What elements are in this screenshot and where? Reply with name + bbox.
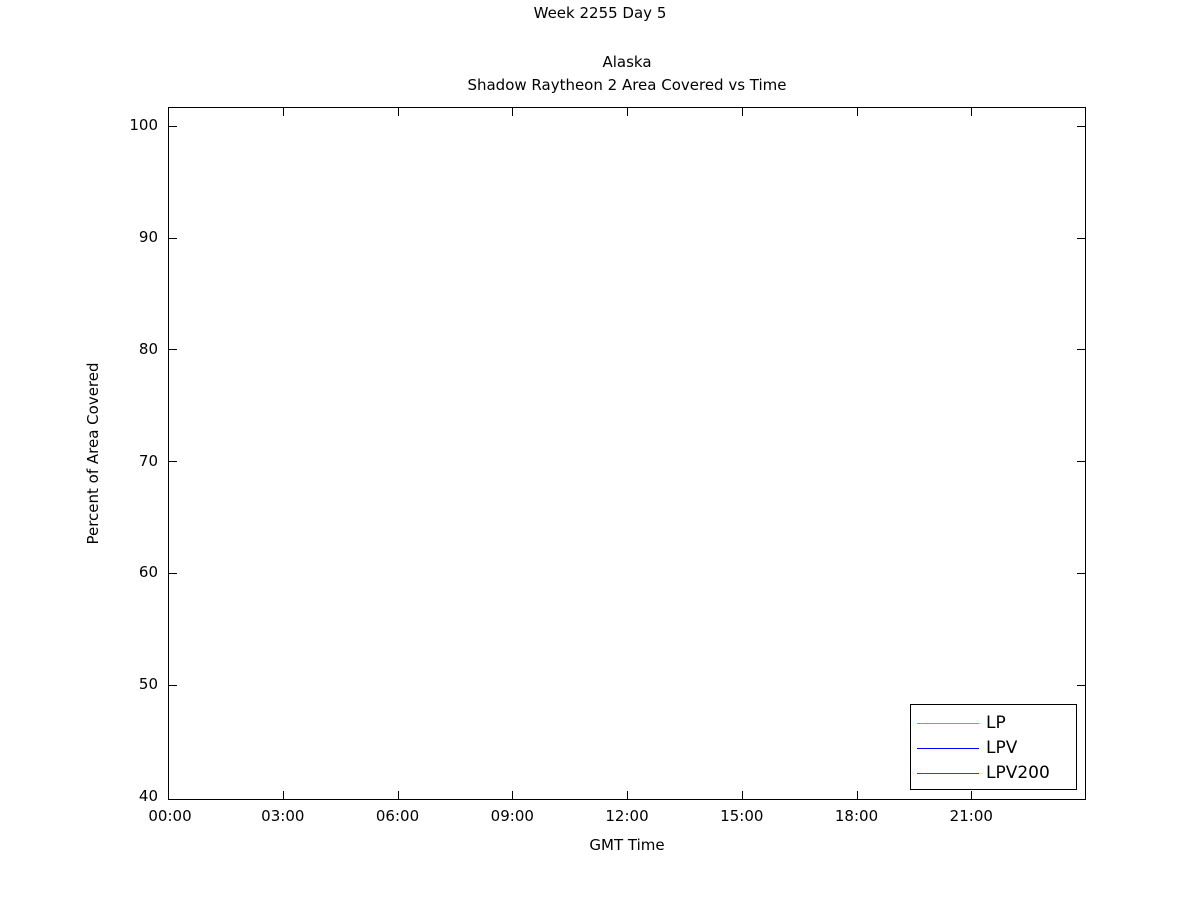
x-tick-mark-1800-top [856,107,858,116]
x-tick-mark-0300-top [282,107,284,116]
y-tick-label-100: 100 [129,116,158,135]
y-tick-mark-50 [168,684,177,686]
plot-area [168,107,1086,800]
x-tick-label-1500: 15:00 [720,807,764,825]
y-tick-mark-70-right [1077,461,1086,463]
legend-item-lpv[interactable]: LPV [911,736,1076,761]
y-tick-mark-90 [168,237,177,239]
x-tick-mark-0900 [512,791,514,800]
x-tick-label-2100: 21:00 [949,807,993,825]
x-tick-mark-2100-top [971,107,973,116]
legend-label-lpv: LPV [986,738,1018,758]
x-tick-mark-0300 [282,791,284,800]
y-tick-mark-70 [168,461,177,463]
chart-title-line-1: Alaska [602,53,652,71]
y-tick-label-70: 70 [138,451,158,470]
y-tick-mark-60 [168,572,177,574]
y-tick-mark-50-right [1077,684,1086,686]
x-tick-mark-1200-top [627,107,628,116]
legend-swatch-lpv [917,748,979,749]
x-tick-mark-1500-top [741,107,743,116]
x-tick-mark-0000 [168,791,169,800]
legend-swatch-lpv200 [917,773,979,774]
plot-data-canvas [169,108,1085,799]
x-tick-mark-1200 [627,791,628,800]
x-tick-label-1800: 18:00 [834,807,879,825]
x-tick-mark-0600 [397,791,399,800]
legend-item-lpv200[interactable]: LPV200 [911,761,1076,786]
y-tick-mark-100 [168,125,177,127]
x-axis-label: GMT Time [589,836,665,854]
x-tick-label-0900: 09:00 [490,807,534,825]
figure-suptitle: Week 2255 Day 5 [533,4,667,22]
y-tick-mark-100-right [1077,125,1086,127]
legend-label-lpv200: LPV200 [986,763,1050,783]
legend-item-lp[interactable]: LP [911,711,1076,736]
legend-label-lp: LP [986,713,1006,733]
y-tick-mark-90-right [1077,237,1086,239]
y-tick-label-50: 50 [138,675,158,694]
x-tick-mark-0600-top [397,107,399,116]
y-tick-label-90: 90 [138,228,158,246]
chart-legend[interactable]: LP LPV LPV200 [910,704,1077,790]
chart-title-line-2: Shadow Raytheon 2 Area Covered vs Time [467,76,787,94]
x-tick-mark-0900-top [512,107,514,116]
y-axis-label: Percent of Area Covered [84,362,102,545]
legend-swatch-lp [917,723,979,724]
x-tick-mark-1500 [741,791,743,800]
y-tick-mark-80 [168,349,177,351]
y-tick-label-60: 60 [138,563,158,582]
chart-title: Alaska Shadow Raytheon 2 Area Covered vs… [168,51,1086,97]
y-tick-label-80: 80 [138,339,158,358]
y-tick-mark-80-right [1077,349,1086,351]
x-tick-label-0000: 00:00 [148,807,192,825]
x-tick-mark-2100 [971,791,973,800]
x-tick-mark-1800 [856,791,858,800]
x-tick-label-0300: 03:00 [261,807,305,825]
x-tick-label-1200: 12:00 [605,807,649,825]
y-tick-label-40: 40 [138,787,158,805]
x-tick-label-0600: 06:00 [375,807,420,825]
y-tick-mark-60-right [1077,572,1086,574]
